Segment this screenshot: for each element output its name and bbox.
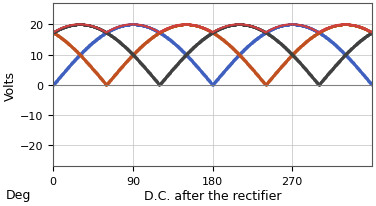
Text: Deg: Deg <box>6 188 31 201</box>
Y-axis label: Volts: Volts <box>4 70 17 100</box>
X-axis label: D.C. after the rectifier: D.C. after the rectifier <box>144 189 281 202</box>
